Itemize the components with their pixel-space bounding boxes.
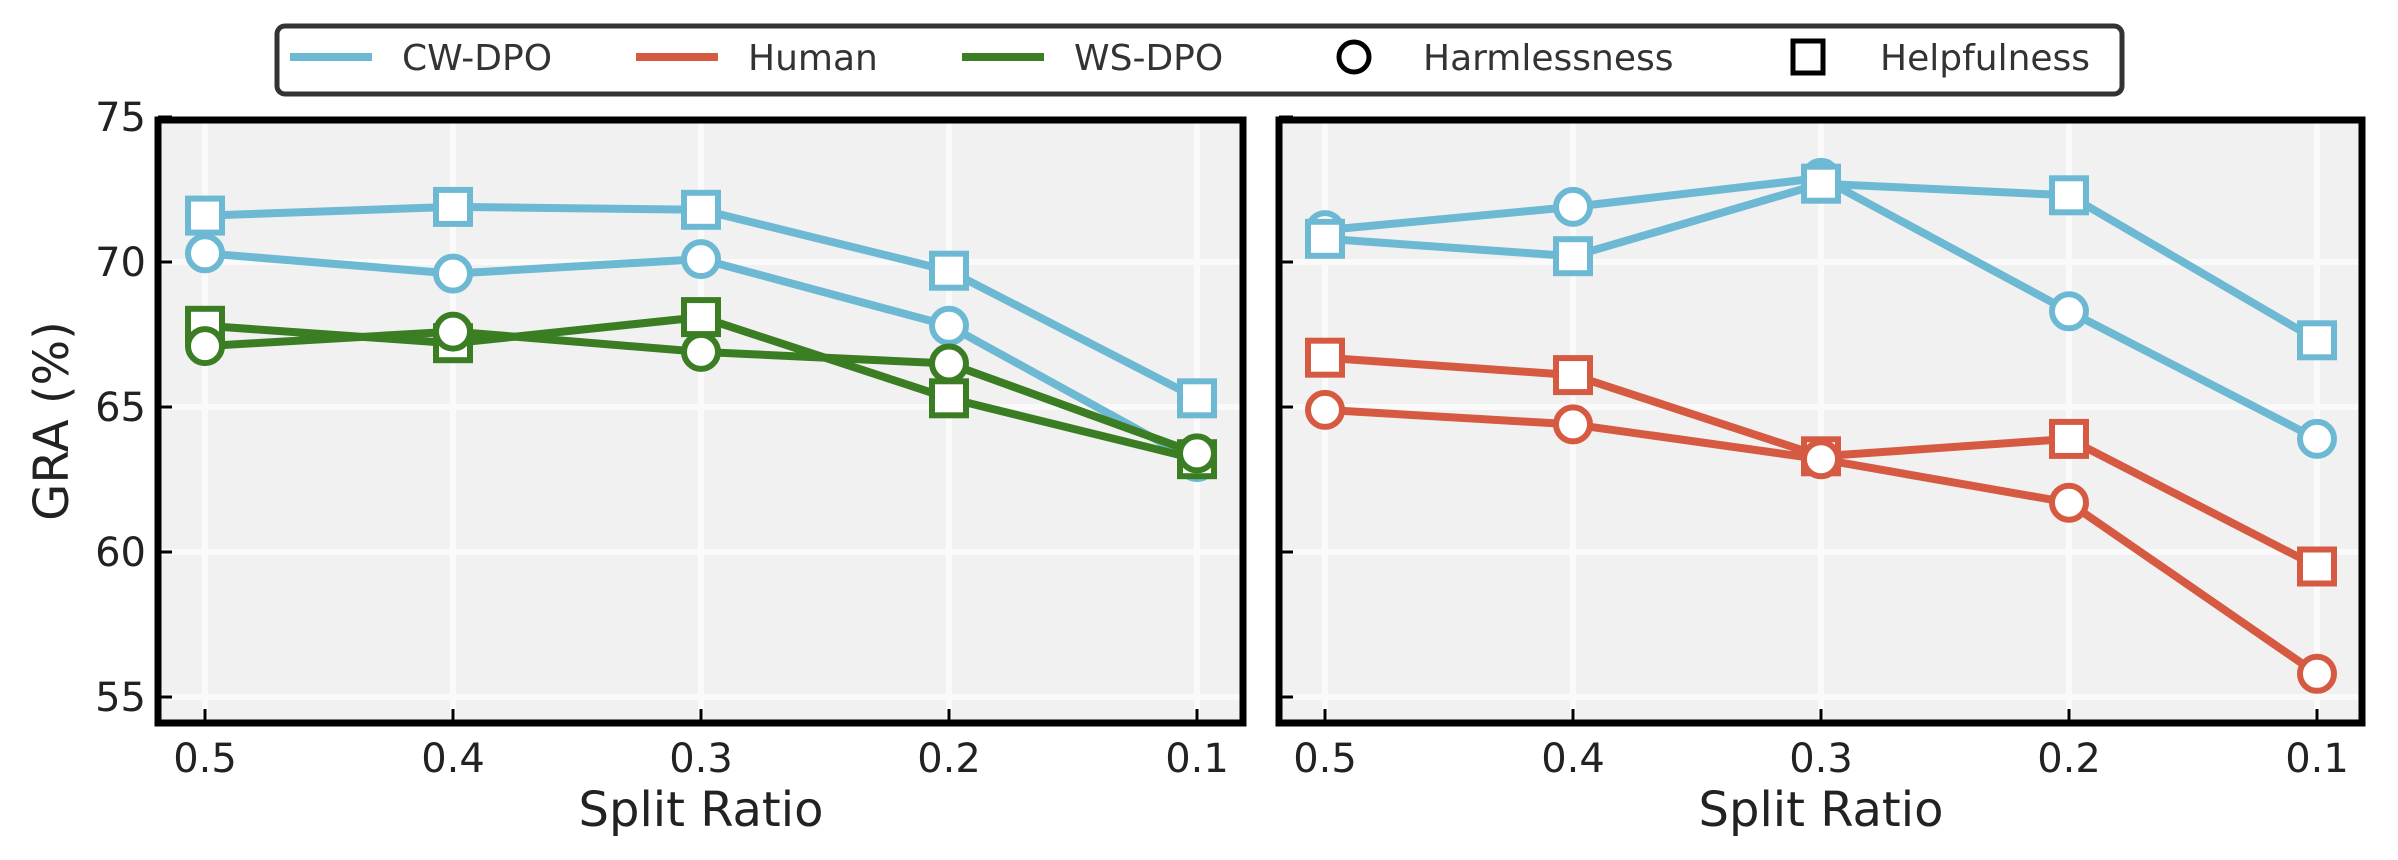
x-axis-label-right: Split Ratio — [1699, 782, 1944, 838]
legend-label-cw-dpo: CW-DPO — [402, 38, 552, 79]
data-point-human-harmlessness — [1305, 389, 1345, 430]
data-point-human-harmlessness — [2297, 653, 2337, 694]
data-point-ws-dpo-harmlessness — [185, 326, 225, 367]
data-point-cw-dpo-helpfulness — [1801, 163, 1841, 204]
x-tick-label: 0.1 — [1165, 736, 1229, 782]
x-tick-label: 0.5 — [1293, 736, 1357, 782]
data-point-ws-dpo-harmlessness — [1177, 433, 1217, 474]
data-point-ws-dpo-helpfulness — [929, 378, 969, 419]
data-point-cw-dpo-harmlessness — [2297, 418, 2337, 459]
data-point-human-helpfulness — [1305, 337, 1345, 378]
x-tick-label: 0.4 — [1541, 736, 1605, 782]
data-point-cw-dpo-helpfulness — [1177, 378, 1217, 419]
legend-circle-marker-icon — [1336, 39, 1372, 75]
data-point-cw-dpo-helpfulness — [433, 186, 473, 227]
x-tick-label: 0.2 — [2037, 736, 2101, 782]
data-point-human-harmlessness — [1553, 404, 1593, 445]
data-point-cw-dpo-helpfulness — [185, 195, 225, 236]
data-point-human-helpfulness — [2297, 546, 2337, 587]
data-point-cw-dpo-harmlessness — [681, 239, 721, 280]
x-tick-label: 0.1 — [2285, 736, 2349, 782]
data-point-human-helpfulness — [2049, 418, 2089, 459]
legend-label-human: Human — [748, 38, 878, 79]
data-point-cw-dpo-helpfulness — [1305, 218, 1345, 259]
legend-label-helpfulness: Helpfulness — [1880, 38, 2090, 79]
data-point-ws-dpo-helpfulness — [681, 297, 721, 338]
data-point-ws-dpo-harmlessness — [433, 311, 473, 352]
data-point-cw-dpo-harmlessness — [433, 253, 473, 294]
right-panel: 0.5 0.4 0.3 0.2 0.1 — [1275, 115, 2366, 782]
x-tick-label: 0.3 — [1789, 736, 1853, 782]
x-axis-label-left: Split Ratio — [579, 782, 824, 838]
legend-square-marker-icon — [1790, 38, 1826, 76]
data-point-human-harmlessness — [2049, 482, 2089, 523]
left-panel: 55 60 65 70 75 0.5 0.4 0.3 0.2 0.1 — [95, 95, 1247, 782]
legend-label-ws-dpo: WS-DPO — [1074, 38, 1223, 79]
legend: CW-DPO Human WS-DPO Harmlessness Helpful… — [274, 23, 2125, 97]
data-point-human-harmlessness — [1801, 439, 1841, 480]
y-tick-label: 60 — [95, 530, 146, 576]
data-point-cw-dpo-helpfulness — [929, 250, 969, 291]
legend-label-harmlessness: Harmlessness — [1423, 38, 1674, 79]
data-point-cw-dpo-harmlessness — [1553, 186, 1593, 227]
data-point-cw-dpo-helpfulness — [681, 189, 721, 230]
y-tick-label: 70 — [95, 240, 146, 286]
x-tick-label: 0.2 — [917, 736, 981, 782]
data-point-human-helpfulness — [1553, 355, 1593, 396]
data-point-ws-dpo-harmlessness — [929, 343, 969, 384]
data-point-cw-dpo-helpfulness — [2297, 320, 2337, 361]
data-point-cw-dpo-harmlessness — [185, 233, 225, 274]
data-point-cw-dpo-helpfulness — [1553, 236, 1593, 277]
data-point-cw-dpo-harmlessness — [929, 305, 969, 346]
y-tick-label: 75 — [95, 95, 146, 141]
y-tick-label: 65 — [95, 385, 146, 431]
data-point-ws-dpo-harmlessness — [681, 331, 721, 372]
y-axis-label: GRA (%) — [24, 321, 80, 521]
x-tick-label: 0.4 — [421, 736, 485, 782]
data-point-cw-dpo-helpfulness — [2049, 175, 2089, 216]
x-tick-label: 0.3 — [669, 736, 733, 782]
data-point-cw-dpo-harmlessness — [2049, 291, 2089, 332]
legend-frame — [274, 23, 2125, 97]
x-tick-label: 0.5 — [173, 736, 237, 782]
y-tick-label: 55 — [95, 675, 146, 721]
